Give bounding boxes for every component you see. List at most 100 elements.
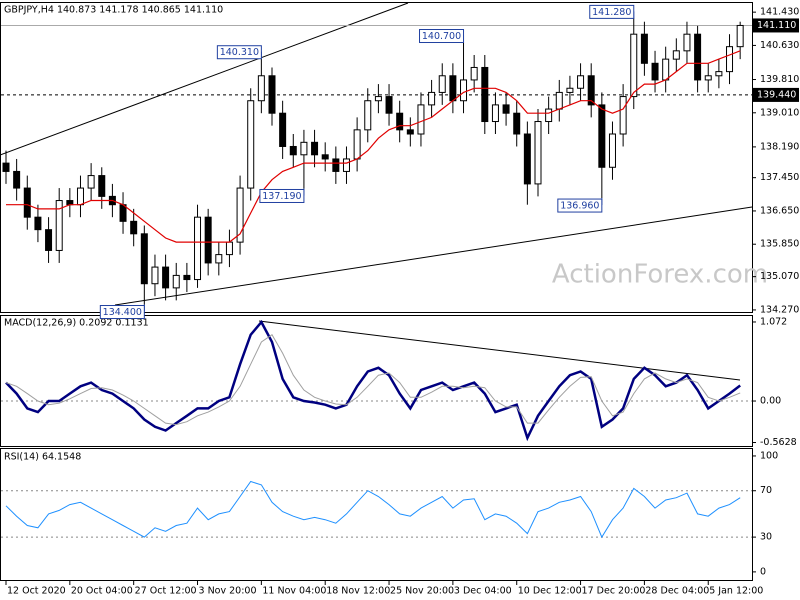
candle-body <box>215 254 223 264</box>
candle-body <box>151 266 159 285</box>
price-panel <box>0 2 753 313</box>
chart-title: GBPJPY,H4 140.873 141.178 140.865 141.11… <box>4 5 223 16</box>
x-tick-label: 3 Nov 20:00 <box>199 586 257 597</box>
candle-body <box>374 96 382 102</box>
candle-body <box>236 187 244 243</box>
candle-body <box>630 33 638 98</box>
candle-body <box>289 145 297 156</box>
trendline <box>114 206 753 306</box>
y-tick-label: 134.270 <box>760 304 799 315</box>
y-tick-label: 139.810 <box>760 74 799 85</box>
candle-body <box>460 79 468 102</box>
candle-body <box>332 158 340 172</box>
candle-body <box>321 154 329 160</box>
candle-body <box>87 175 95 189</box>
line <box>5 333 741 426</box>
candle-body <box>406 129 414 135</box>
y-tick-label: 0 <box>760 566 766 577</box>
y-tick-label: 0.00 <box>760 396 781 407</box>
candle-body <box>2 162 10 172</box>
candle-body <box>311 141 319 156</box>
candle-body <box>183 274 191 281</box>
candle-body <box>225 241 233 256</box>
price-label: 141.110 <box>757 20 796 31</box>
line <box>5 480 741 539</box>
annotation-box <box>419 29 465 44</box>
indicator-title: MACD(12,26,9) 0.2092 0.1131 <box>4 318 149 329</box>
candle-body <box>449 75 457 102</box>
candle-body <box>364 100 372 131</box>
candle-body <box>662 58 670 81</box>
candle-body <box>300 141 308 156</box>
candle-body <box>694 33 702 81</box>
candle-body <box>513 112 521 135</box>
x-tick-label: 11 Nov 04:00 <box>262 586 326 597</box>
level-label: 139.440 <box>757 89 796 100</box>
x-tick-label: 5 Jan 12:00 <box>709 586 763 597</box>
line <box>6 50 741 243</box>
annotation-label: 136.960 <box>560 201 599 212</box>
annotation-label: 137.190 <box>262 191 301 202</box>
annotation-box <box>216 45 262 60</box>
candle-body <box>566 87 574 93</box>
y-tick-label: 30 <box>760 532 772 543</box>
x-tick-label: 28 Dec 04:00 <box>645 586 709 597</box>
candle-body <box>736 24 744 48</box>
candle-body <box>417 104 425 135</box>
candle-body <box>587 75 595 106</box>
x-tick-label: 25 Nov 20:00 <box>390 586 454 597</box>
macd-panel <box>0 315 753 447</box>
y-tick-label: -0.5628 <box>760 437 797 448</box>
candle-body <box>502 104 510 114</box>
y-tick-label: 135.850 <box>760 239 799 250</box>
x-tick-label: 27 Oct 12:00 <box>135 586 197 597</box>
candle-body <box>651 62 659 81</box>
y-tick-label: 135.070 <box>760 271 799 282</box>
y-tick-label: 141.430 <box>760 7 799 18</box>
y-tick-label: 70 <box>760 485 772 496</box>
candle-body <box>98 175 106 197</box>
y-tick-label: 137.450 <box>760 172 799 183</box>
candle-body <box>342 158 350 172</box>
candle-body <box>162 266 170 289</box>
x-tick-label: 10 Dec 12:00 <box>518 586 582 597</box>
candle-body <box>545 108 553 123</box>
price-label-box <box>752 18 799 33</box>
candle-body <box>555 91 563 110</box>
candle-body <box>172 274 180 289</box>
x-tick-label: 17 Dec 20:00 <box>582 586 646 597</box>
candle-body <box>204 216 212 264</box>
candle-body <box>353 129 361 160</box>
candle-body <box>268 75 276 114</box>
x-tick-label: 20 Oct 04:00 <box>71 586 133 597</box>
candle-body <box>534 121 542 185</box>
candle-body <box>428 91 436 106</box>
candle-body <box>715 71 723 77</box>
candle-body <box>45 229 53 251</box>
candle-body <box>119 204 127 222</box>
x-tick-label: 3 Dec 04:00 <box>454 586 512 597</box>
annotation-box <box>99 305 145 320</box>
candle-body <box>683 33 691 52</box>
candle-body <box>577 75 585 89</box>
y-tick-label: 100 <box>760 450 778 461</box>
candle-body <box>247 100 255 189</box>
candle-body <box>608 133 616 168</box>
annotation-label: 140.310 <box>220 47 259 58</box>
candle-body <box>672 50 680 60</box>
candle-body <box>76 187 84 206</box>
candle-body <box>130 220 138 235</box>
y-tick-label: 139.010 <box>760 107 799 118</box>
y-tick-label: 140.630 <box>760 40 799 51</box>
candle-body <box>481 66 489 123</box>
candle-body <box>13 170 21 189</box>
candle-body <box>194 216 202 281</box>
annotation-label: 134.400 <box>103 307 142 318</box>
annotation-label: 141.280 <box>592 7 631 18</box>
trendline <box>0 2 409 156</box>
x-tick-label: 12 Oct 2020 <box>7 586 66 597</box>
rsi-panel <box>0 448 753 581</box>
x-tick-label: 18 Nov 12:00 <box>326 586 390 597</box>
